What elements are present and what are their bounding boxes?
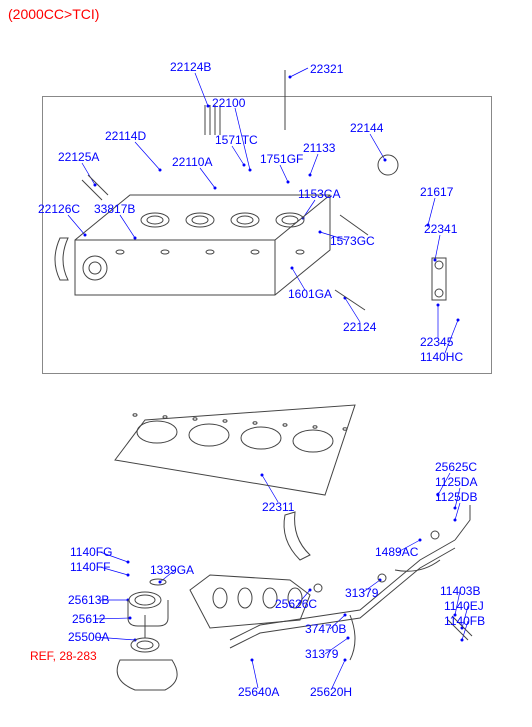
callout-33817B[interactable]: 33817B	[94, 202, 135, 216]
callout-1751GF[interactable]: 1751GF	[260, 152, 303, 166]
callout-11403B[interactable]: 11403B	[440, 584, 480, 598]
callout-25626C[interactable]: 25626C	[275, 597, 317, 611]
callout-22124[interactable]: 22124	[343, 320, 376, 334]
callout-25640A[interactable]: 25640A	[238, 685, 279, 699]
callout-1489AC[interactable]: 1489AC	[375, 545, 418, 559]
callout-25500A[interactable]: 25500A	[68, 630, 109, 644]
callout-1125DA[interactable]: 1125DA	[435, 475, 477, 489]
callout-22311[interactable]: 22311	[262, 500, 294, 514]
callout-22341[interactable]: 22341	[424, 222, 457, 236]
callout-22125A[interactable]: 22125A	[58, 150, 99, 164]
callout-22321[interactable]: 22321	[310, 62, 343, 76]
callout-25625C[interactable]: 25625C	[435, 460, 477, 474]
callout-22124B[interactable]: 22124B	[170, 60, 211, 74]
callout-1140FG[interactable]: 1140FG	[70, 545, 112, 559]
callout-22114D[interactable]: 22114D	[105, 129, 146, 143]
callout-1153CA[interactable]: 1153CA	[298, 187, 340, 201]
callout-25612[interactable]: 25612	[72, 612, 105, 626]
callout-1125DB[interactable]: 1125DB	[435, 490, 477, 504]
callout-1140HC[interactable]: 1140HC	[420, 350, 463, 364]
callout-22110A[interactable]: 22110A	[172, 155, 212, 169]
callout-1601GA[interactable]: 1601GA	[288, 287, 332, 301]
callout-37470B[interactable]: 37470B	[305, 622, 346, 636]
callout-21133[interactable]: 21133	[303, 141, 335, 155]
ref-label: REF, 28-283	[30, 649, 97, 663]
callout-1573GC[interactable]: 1573GC	[330, 234, 375, 248]
callout-22144[interactable]: 22144	[350, 121, 383, 135]
callout-1140FF[interactable]: 1140FF	[70, 560, 110, 574]
callout-1140EJ[interactable]: 1140EJ	[444, 599, 484, 613]
callout-25613B[interactable]: 25613B	[68, 593, 109, 607]
callout-1140FB[interactable]: 1140FB	[444, 614, 485, 628]
callout-1339GA[interactable]: 1339GA	[150, 563, 194, 577]
callout-22126C[interactable]: 22126C	[38, 202, 80, 216]
variant-header: (2000CC>TCI)	[8, 6, 99, 22]
callout-22100[interactable]: 22100	[212, 96, 245, 110]
callout-22345[interactable]: 22345	[420, 335, 453, 349]
callout-25620H[interactable]: 25620H	[310, 685, 352, 699]
callout-31379a[interactable]: 31379	[345, 586, 378, 600]
callout-1571TC[interactable]: 1571TC	[215, 133, 258, 147]
callout-21617[interactable]: 21617	[420, 185, 453, 199]
callout-31379b[interactable]: 31379	[305, 647, 338, 661]
